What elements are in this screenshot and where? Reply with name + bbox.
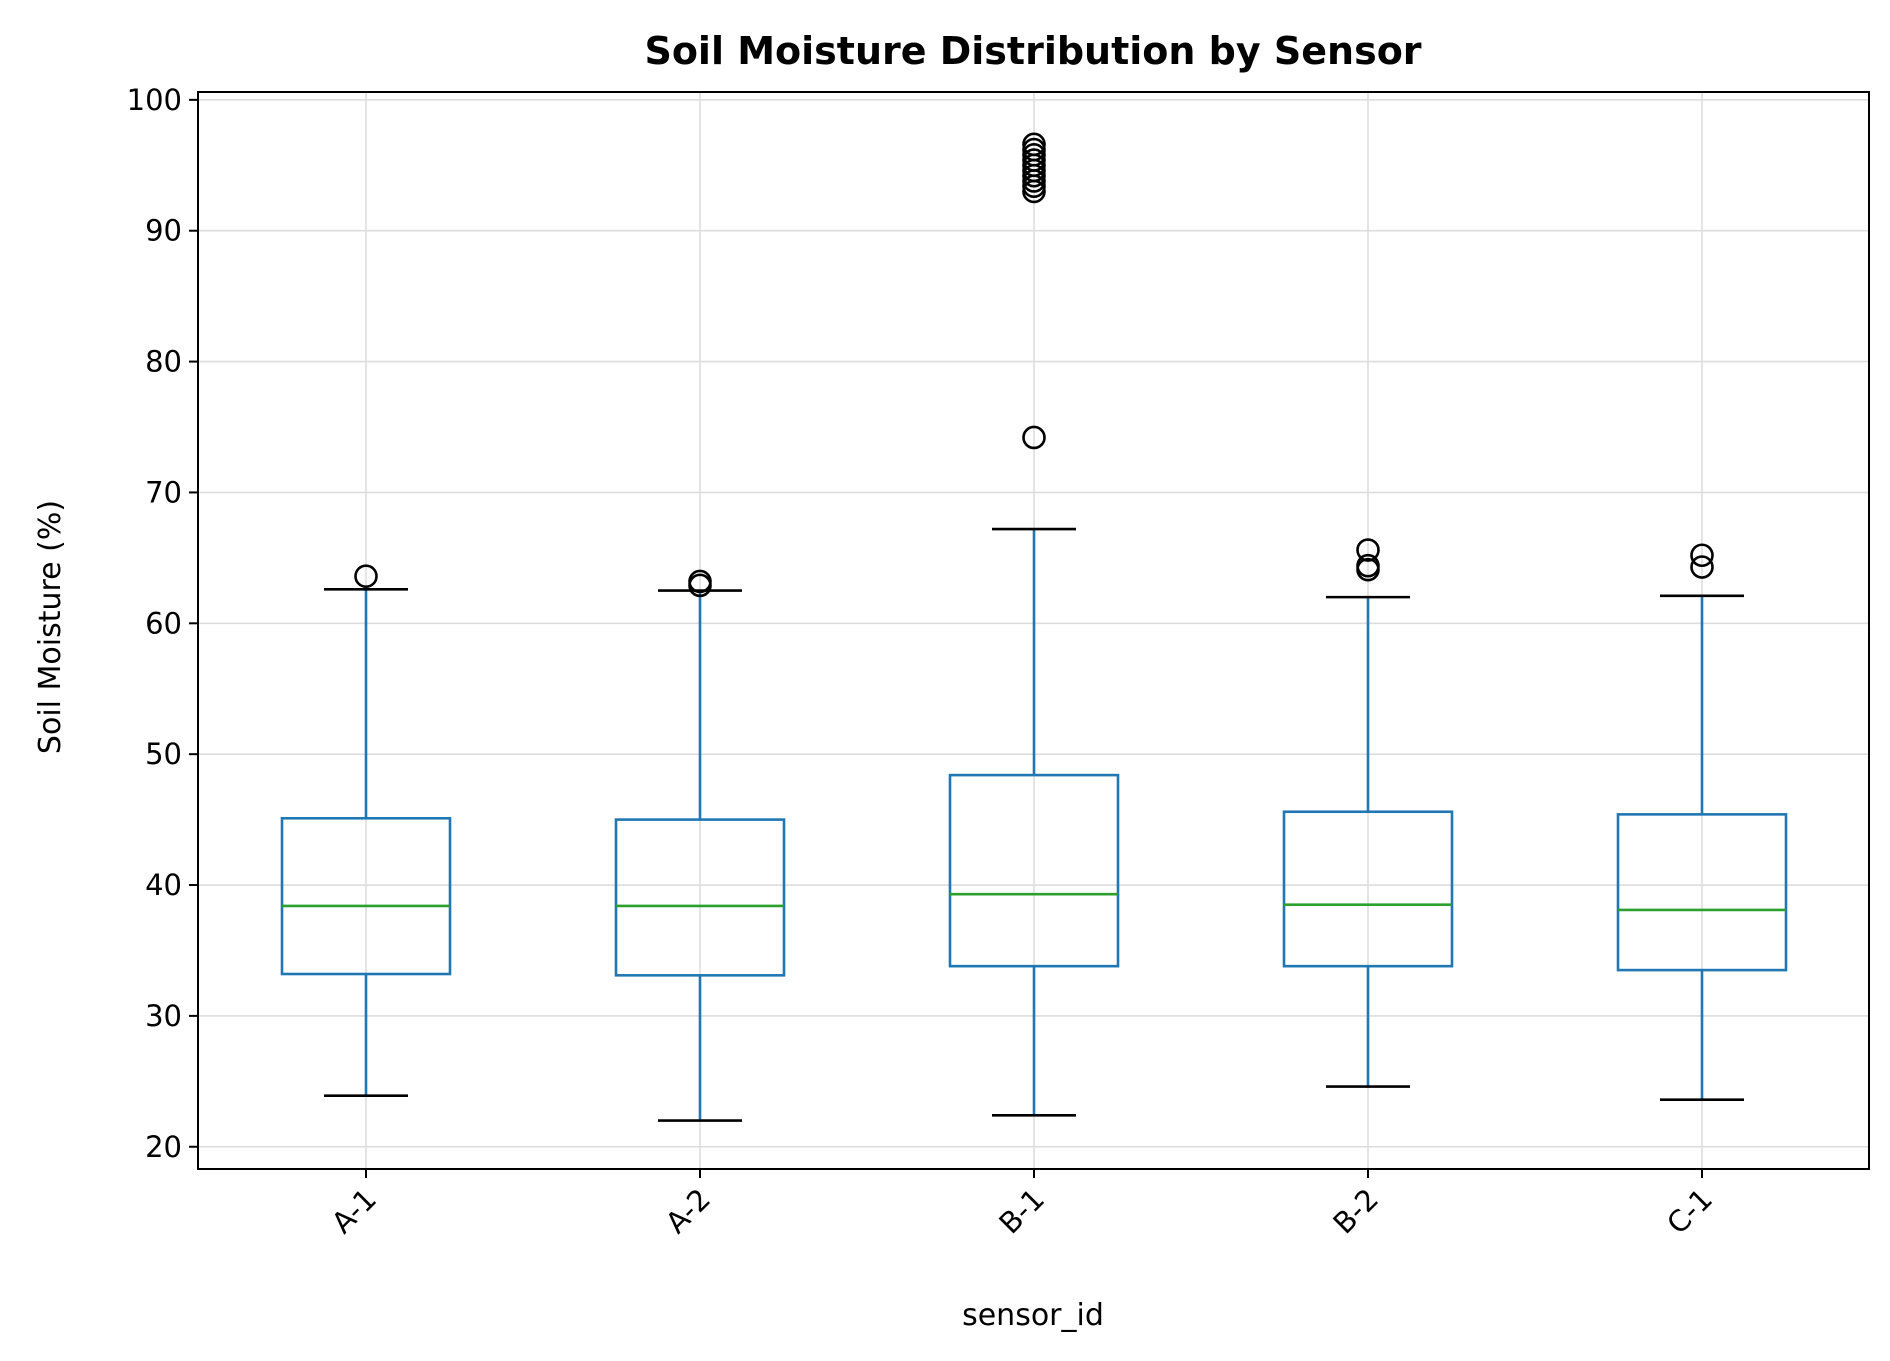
y-tick-label: 90 bbox=[145, 214, 182, 248]
outlier-point bbox=[1022, 425, 1046, 450]
x-tick-label: B-2 bbox=[1326, 1182, 1385, 1241]
x-tick-label: C-1 bbox=[1660, 1182, 1719, 1241]
box-group-c-1 bbox=[1616, 543, 1788, 1101]
box-group-a-2 bbox=[614, 569, 786, 1122]
y-tick-label: 80 bbox=[145, 345, 182, 379]
iqr-box bbox=[1282, 810, 1454, 968]
outlier-point bbox=[1356, 553, 1380, 578]
y-tick-label: 70 bbox=[145, 475, 182, 509]
iqr-box bbox=[1616, 813, 1788, 972]
box-group-b-2 bbox=[1282, 538, 1454, 1088]
box-group-a-1 bbox=[280, 564, 452, 1098]
outlier-point bbox=[1356, 538, 1380, 562]
y-tick-label: 30 bbox=[145, 999, 182, 1033]
iqr-box bbox=[280, 816, 452, 976]
box-group-b-1 bbox=[948, 132, 1120, 1117]
y-tick-label: 20 bbox=[145, 1130, 182, 1164]
plot-frame bbox=[197, 91, 1870, 1170]
outlier-point bbox=[354, 564, 378, 588]
x-tick-label: A-1 bbox=[325, 1182, 383, 1240]
iqr-box bbox=[948, 773, 1120, 968]
y-tick-label: 60 bbox=[145, 606, 182, 640]
boxes bbox=[280, 132, 1788, 1122]
x-tick-label: A-2 bbox=[659, 1182, 717, 1240]
outlier-point bbox=[1022, 132, 1046, 157]
y-tick-label: 100 bbox=[127, 83, 182, 117]
iqr-box bbox=[614, 818, 786, 977]
y-tick-label: 50 bbox=[145, 737, 182, 771]
outlier-point bbox=[1690, 543, 1714, 568]
y-tick-label: 40 bbox=[145, 868, 182, 902]
outlier-point bbox=[688, 569, 712, 594]
y-axis-label: Soil Moisture (%) bbox=[33, 500, 68, 754]
chart-title: Soil Moisture Distribution by Sensor bbox=[644, 29, 1421, 73]
x-tick-label: B-1 bbox=[992, 1182, 1051, 1241]
outlier-point bbox=[1690, 555, 1714, 579]
x-axis-label: sensor_id bbox=[962, 1298, 1104, 1333]
